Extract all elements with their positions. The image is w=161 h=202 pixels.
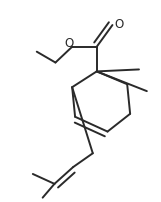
Text: O: O [64,37,74,50]
Text: O: O [114,17,123,30]
